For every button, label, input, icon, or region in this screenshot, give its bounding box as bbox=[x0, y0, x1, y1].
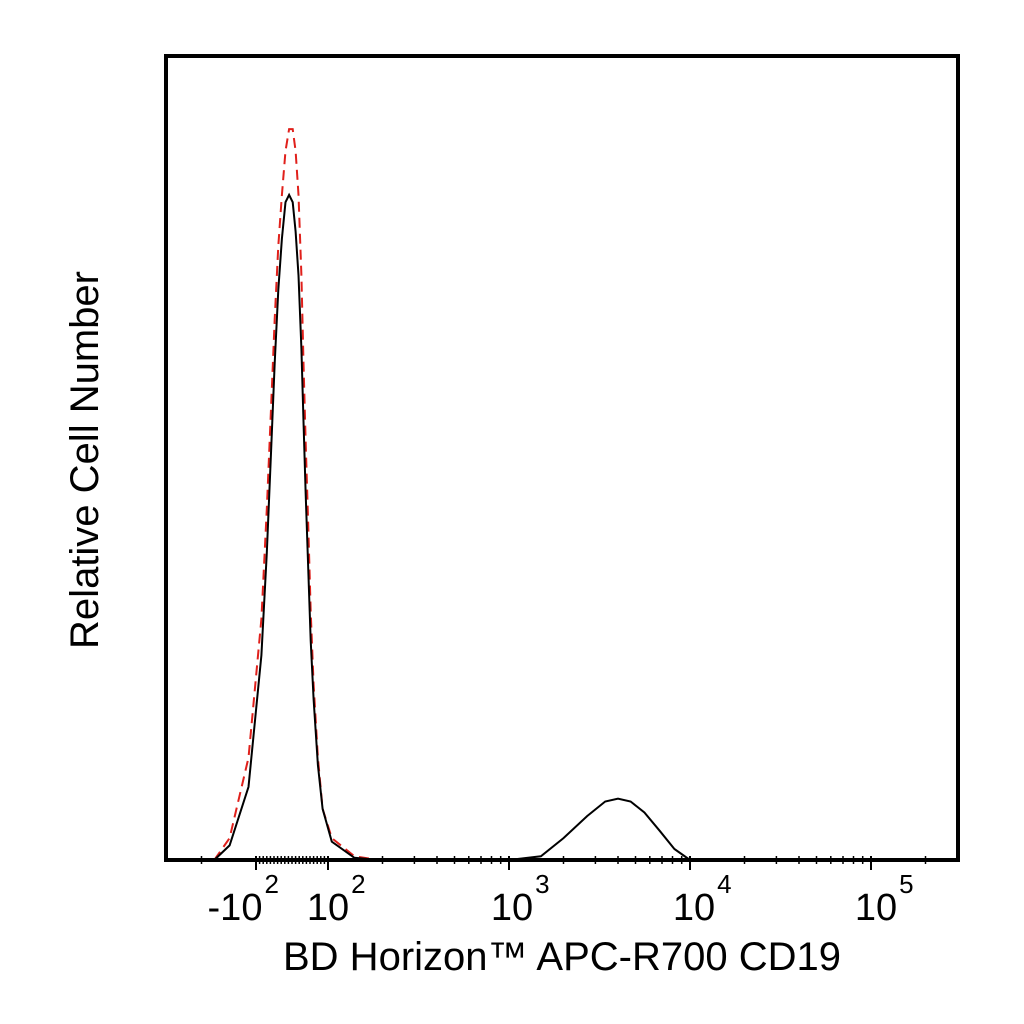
x-tick-exponent: 3 bbox=[535, 869, 549, 899]
x-tick-base: 10 bbox=[491, 887, 533, 929]
series-line-dashed bbox=[213, 128, 481, 861]
x-tick-label-0: -102 bbox=[208, 869, 279, 929]
x-tick-exponent: 4 bbox=[717, 869, 731, 899]
x-tick-base: -10 bbox=[208, 887, 263, 929]
x-tick-base: 10 bbox=[673, 887, 715, 929]
x-tick-exponent: 2 bbox=[264, 869, 278, 899]
x-tick-label-4: 105 bbox=[855, 869, 914, 929]
x-tick-base: 10 bbox=[307, 887, 349, 929]
x-tick-exponent: 2 bbox=[351, 869, 365, 899]
x-tick-label-1: 102 bbox=[307, 869, 366, 929]
series-layer bbox=[213, 128, 691, 861]
y-axis-label: Relative Cell Number bbox=[63, 271, 107, 649]
x-tick-label-2: 103 bbox=[491, 869, 550, 929]
x-tick-label-3: 104 bbox=[673, 869, 732, 929]
x-axis-label: BD Horizon™ APC-R700 CD19 bbox=[283, 935, 841, 979]
x-tick-base: 10 bbox=[855, 887, 897, 929]
plot-frame bbox=[164, 54, 960, 862]
series-line-solid bbox=[213, 192, 691, 861]
x-tick-exponent: 5 bbox=[899, 869, 913, 899]
